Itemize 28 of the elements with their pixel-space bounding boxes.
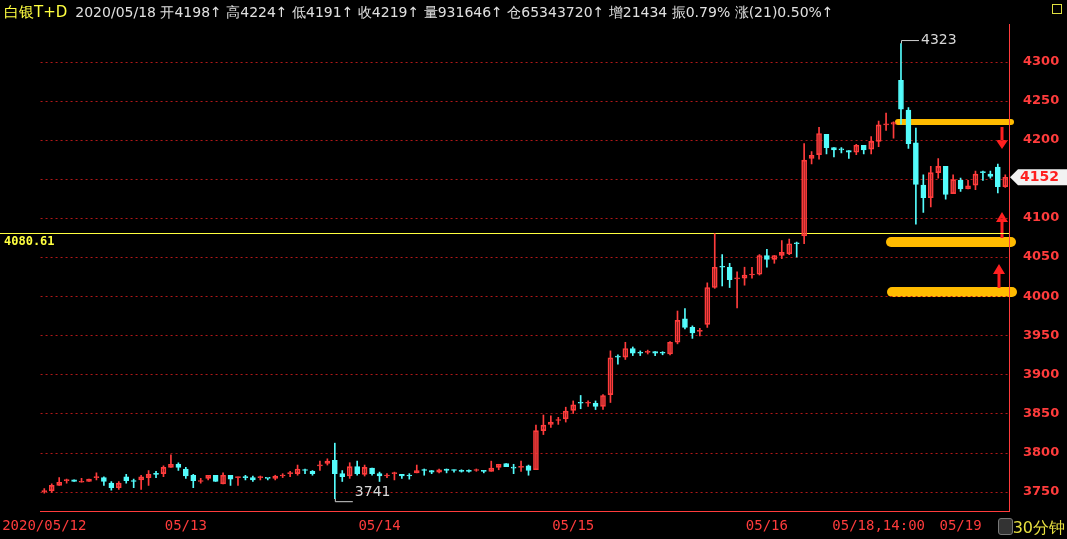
text: 30分钟 xyxy=(1012,518,1065,538)
x-tick-label: 05/16 xyxy=(745,517,788,534)
annotation: 3741 xyxy=(354,483,391,500)
y-tick-label: 4200 xyxy=(1023,131,1060,147)
x-tick-label: 05/15 xyxy=(552,517,595,534)
y-tick-label: 3850 xyxy=(1023,404,1060,420)
candlestick xyxy=(406,473,413,480)
y-tick-label: 3900 xyxy=(1023,365,1060,381)
y-tick-label: 3800 xyxy=(1023,443,1060,459)
ref-line-label: 4080.61 xyxy=(4,233,55,248)
x-tick-label: 05/19 xyxy=(939,517,982,534)
y-tick-label: 4250 xyxy=(1023,92,1060,108)
x-tick-label: 05/18,14:00 xyxy=(832,517,925,534)
annotation: 4323 xyxy=(920,31,957,48)
y-tick-label: 4300 xyxy=(1023,52,1060,68)
x-tick-label: 2020/05/12 xyxy=(2,517,87,534)
candlestick xyxy=(331,442,338,500)
chart-subtitle: 2020/05/18 开4198↑ 高4224↑ 低4191↑ 收4219↑ 量931646↑ 仓65343720↑ 增21434 振0.79% 涨(21)0.50%↑ xyxy=(75,4,834,20)
y-tick-label: 3750 xyxy=(1023,483,1060,499)
chart-title: 白银T+D xyxy=(4,3,68,21)
y-tick-label: 4000 xyxy=(1023,287,1060,303)
y-tick-label: 4100 xyxy=(1023,209,1060,225)
y-tick-label: 3950 xyxy=(1023,326,1060,342)
candlestick xyxy=(764,248,770,268)
text: 4152 xyxy=(1020,167,1059,184)
x-tick-label: 05/14 xyxy=(358,517,401,534)
y-tick-label: 4050 xyxy=(1023,248,1060,264)
x-tick-label: 05/13 xyxy=(164,517,207,534)
